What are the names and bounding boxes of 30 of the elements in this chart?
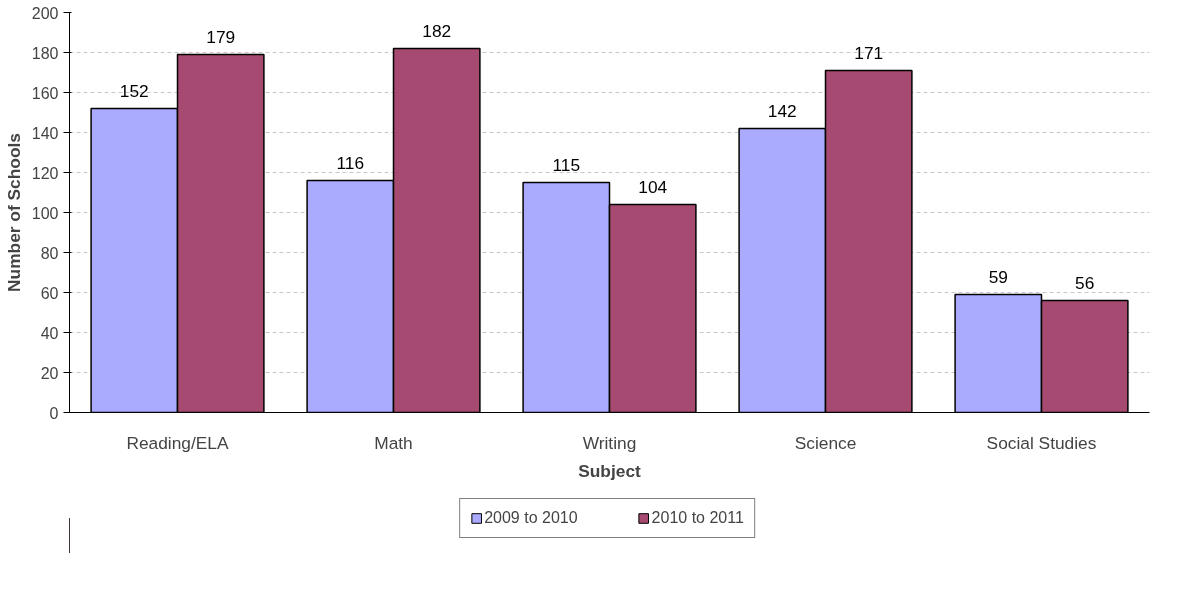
y-tick-label: 120 [31,164,59,182]
legend-label: 2009 to 2010 [484,509,578,527]
y-tick-label: 160 [31,84,59,102]
data-label: 56 [1075,272,1095,293]
y-tick-label: 140 [31,124,59,142]
data-label: 171 [854,42,884,63]
legend-label: 2010 to 2011 [651,509,744,527]
y-tick-label: 0 [49,404,59,422]
x-tick-label: Math [374,432,413,453]
data-label: 116 [336,152,365,173]
data-label: 115 [552,154,581,175]
data-label: 182 [422,20,452,41]
data-label: 152 [119,80,149,101]
y-tick-label: 80 [40,244,59,262]
y-tick-label: 200 [31,4,59,22]
x-tick-label: Writing [582,432,637,453]
y-tick-label: 20 [40,364,59,382]
x-tick-label: Science [794,432,857,453]
y-tick-label: 40 [40,324,59,342]
y-tick-label: 60 [40,284,59,302]
y-tick-label: 180 [31,44,59,62]
x-tick-label: Social Studies [986,432,1097,453]
y-axis-title: Number of Schools [3,133,24,292]
data-label: 59 [988,266,1008,287]
data-label: 142 [767,100,797,121]
data-label: 179 [206,26,236,47]
data-label: 104 [638,176,668,197]
x-tick-label: Reading/ELA [126,432,229,453]
y-tick-label: 100 [31,204,59,222]
x-axis-title: Subject [578,460,642,481]
